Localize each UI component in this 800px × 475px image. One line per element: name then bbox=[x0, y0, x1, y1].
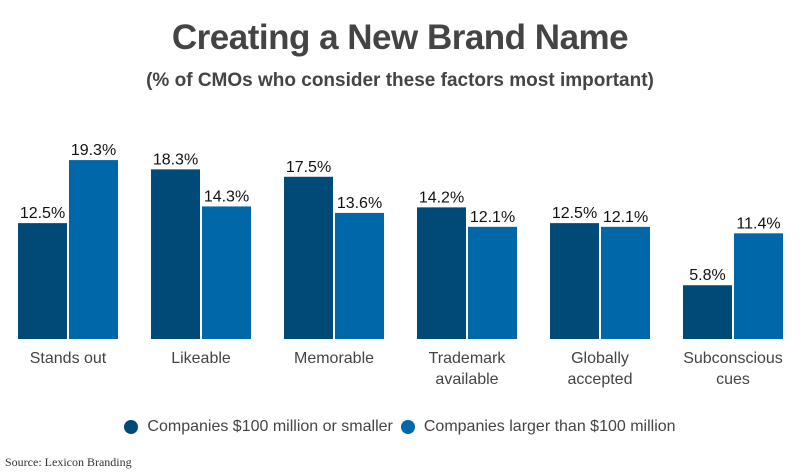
bar-large-companies bbox=[734, 233, 783, 339]
bar-large-companies bbox=[468, 226, 517, 339]
category-label: Memorable bbox=[294, 350, 374, 367]
category-label: cues bbox=[716, 371, 750, 388]
legend-label: Companies larger than $100 million bbox=[423, 418, 676, 435]
data-label: 12.1% bbox=[603, 209, 648, 226]
bar-small-companies bbox=[18, 223, 67, 339]
bar-small-companies bbox=[151, 169, 200, 339]
category-label: Subconscious bbox=[683, 350, 783, 367]
data-label: 12.1% bbox=[470, 209, 515, 226]
data-label: 5.8% bbox=[689, 267, 725, 284]
data-label: 11.4% bbox=[736, 215, 780, 232]
data-label: 14.2% bbox=[419, 189, 464, 206]
category-label: available bbox=[435, 371, 498, 388]
category-label: Globally bbox=[571, 350, 629, 367]
category-label: Likeable bbox=[171, 350, 231, 367]
bar-small-companies bbox=[683, 285, 732, 339]
bar-small-companies bbox=[417, 207, 466, 339]
data-label: 17.5% bbox=[286, 159, 331, 176]
data-label: 12.5% bbox=[20, 205, 65, 222]
bar-group: 5.8% 11.4% Subconscious cues bbox=[683, 215, 783, 388]
bar-large-companies bbox=[601, 226, 650, 339]
bar-small-companies bbox=[550, 223, 599, 339]
legend-dot-icon bbox=[124, 420, 139, 434]
category-label: accepted bbox=[568, 371, 633, 388]
chart-subtitle: (% of CMOs who consider these factors mo… bbox=[146, 70, 654, 91]
legend-item-small-companies: Companies $100 million or smaller bbox=[124, 418, 393, 436]
bar-large-companies bbox=[335, 212, 384, 339]
data-label: 13.6% bbox=[337, 195, 382, 212]
legend-label: Companies $100 million or smaller bbox=[147, 418, 393, 435]
data-label: 12.5% bbox=[552, 205, 597, 222]
bar-large-companies bbox=[202, 206, 251, 339]
bar-group: 17.5% 13.6% Memorable bbox=[284, 159, 384, 367]
bar-group: 12.5% 12.1% Globally accepted bbox=[550, 205, 650, 388]
bar-large-companies bbox=[69, 160, 118, 339]
source-note: Source: Lexicon Branding bbox=[5, 455, 132, 469]
data-label: 18.3% bbox=[153, 151, 198, 168]
data-label: 19.3% bbox=[71, 142, 116, 159]
bar-small-companies bbox=[284, 176, 333, 339]
chart-title: Creating a New Brand Name bbox=[171, 18, 629, 57]
legend-item-large-companies: Companies larger than $100 million bbox=[400, 418, 676, 436]
legend-dot-icon bbox=[400, 420, 415, 434]
bar-group: 14.2% 12.1% Trademark available bbox=[417, 189, 517, 388]
category-label: Stands out bbox=[30, 350, 107, 367]
data-label: 14.3% bbox=[204, 188, 249, 205]
bar-group: 18.3% 14.3% Likeable bbox=[151, 151, 251, 367]
bar-chart: 12.5% 19.3% Stands out 18.3% 14.3% Likeable 17… bbox=[18, 142, 783, 388]
legend: Companies $100 million or smaller Compan… bbox=[0, 418, 800, 436]
bar-group: 12.5% 19.3% Stands out bbox=[18, 142, 118, 367]
category-label: Trademark bbox=[429, 350, 507, 367]
